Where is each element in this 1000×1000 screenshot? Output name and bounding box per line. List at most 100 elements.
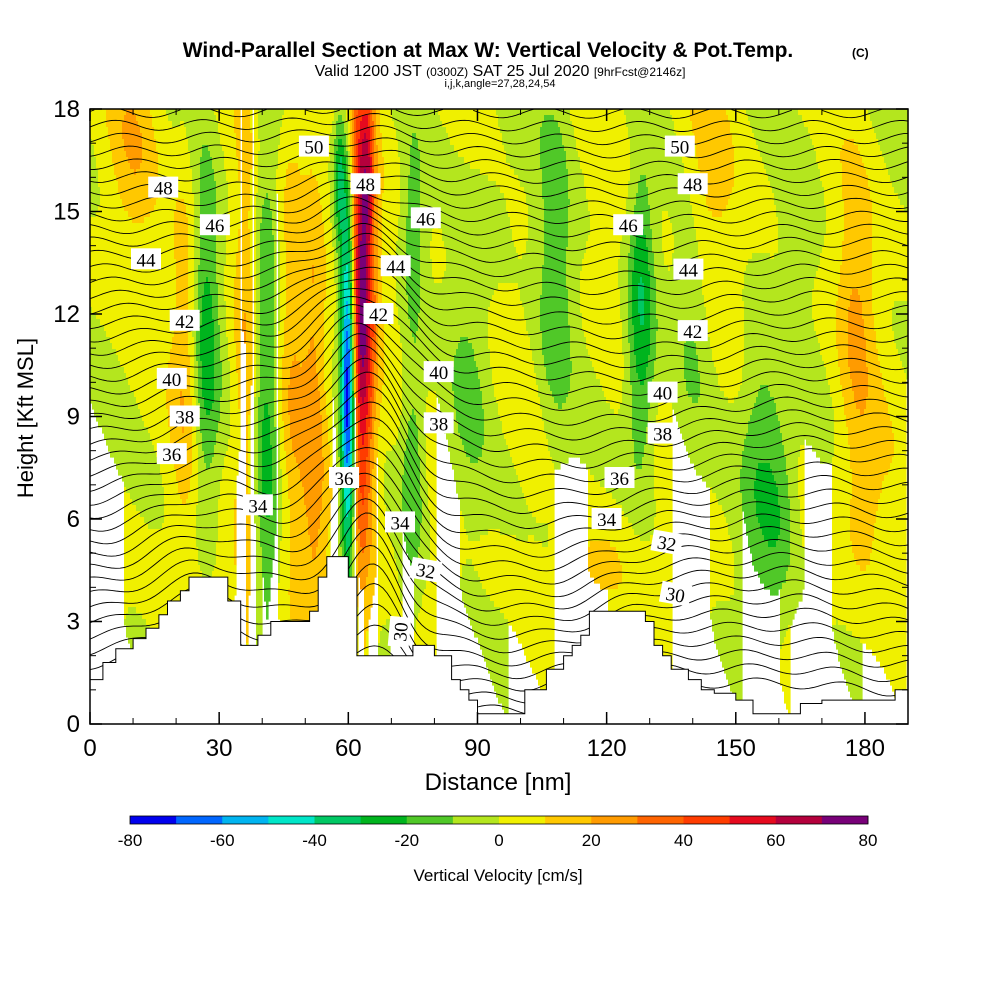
field-cell xyxy=(550,391,553,458)
field-cell xyxy=(352,175,355,248)
field-cell xyxy=(528,511,531,536)
field-cell xyxy=(756,469,759,518)
field-cell xyxy=(614,109,617,416)
field-cell xyxy=(500,133,503,194)
field-cell xyxy=(566,289,569,398)
field-cell xyxy=(714,607,717,644)
field-cell xyxy=(678,145,681,428)
field-cell xyxy=(526,109,529,206)
field-cell xyxy=(176,109,179,128)
y-tick-label: 18 xyxy=(53,96,80,123)
field-cell xyxy=(766,253,769,386)
field-cell xyxy=(468,109,471,164)
field-cell xyxy=(160,529,163,656)
field-cell xyxy=(550,457,553,716)
field-cell xyxy=(782,643,785,692)
y-tick-label: 0 xyxy=(67,711,80,738)
chart-title: Wind-Parallel Section at Max W: Vertical… xyxy=(183,39,794,62)
field-cell xyxy=(442,127,445,242)
colorbar-swatch xyxy=(222,816,269,824)
field-cell xyxy=(542,109,545,122)
field-cell xyxy=(444,271,447,434)
field-cell xyxy=(200,325,203,362)
field-cell xyxy=(786,571,789,632)
field-cell xyxy=(372,313,375,338)
field-cell xyxy=(892,187,895,308)
field-cell xyxy=(662,253,665,392)
field-cell xyxy=(322,457,325,482)
chart-subtitle: Valid 1200 JST (0300Z) SAT 25 Jul 2020 [… xyxy=(315,63,686,80)
field-cell xyxy=(118,109,121,194)
field-cell xyxy=(744,439,747,524)
field-cell xyxy=(134,109,137,116)
theta-contour-line xyxy=(89,472,909,585)
field-cell xyxy=(360,355,363,398)
field-cell xyxy=(198,109,201,266)
field-cell xyxy=(210,109,213,158)
field-cell xyxy=(128,109,131,164)
field-cell xyxy=(364,133,367,170)
field-cell xyxy=(362,139,365,188)
field-cell xyxy=(654,439,657,500)
field-cell xyxy=(454,109,457,152)
field-cell xyxy=(406,439,409,554)
field-cell xyxy=(710,109,713,212)
field-cell xyxy=(258,397,261,518)
field-cell xyxy=(448,109,451,140)
field-cell xyxy=(856,145,859,290)
field-cell xyxy=(482,445,485,536)
field-cell xyxy=(380,109,383,134)
field-cell xyxy=(482,535,485,590)
field-cell xyxy=(528,535,531,662)
field-cell xyxy=(394,127,397,446)
theta-label-text: 42 xyxy=(369,305,388,326)
field-cell xyxy=(698,259,701,374)
field-cell xyxy=(646,247,649,368)
field-cell xyxy=(770,187,773,260)
field-cell xyxy=(396,109,399,140)
field-cell xyxy=(484,589,487,662)
field-cell xyxy=(882,157,885,386)
field-cell xyxy=(134,175,137,224)
field-cell xyxy=(548,451,551,710)
field-cell xyxy=(236,157,239,254)
field-cell xyxy=(126,613,129,638)
field-cell xyxy=(302,487,305,668)
field-cell xyxy=(496,187,499,290)
field-cell xyxy=(454,409,457,482)
field-cell xyxy=(802,445,805,548)
field-cell xyxy=(874,109,877,134)
field-cell xyxy=(104,331,107,440)
field-cell xyxy=(122,121,125,140)
field-cell xyxy=(412,409,415,566)
field-cell xyxy=(342,487,345,542)
field-cell xyxy=(382,109,385,158)
field-cell xyxy=(494,289,497,398)
field-cell xyxy=(206,469,209,578)
field-cell xyxy=(188,493,191,608)
field-cell xyxy=(412,109,415,134)
field-cell xyxy=(542,355,545,422)
field-cell xyxy=(524,541,527,656)
field-cell xyxy=(386,523,389,620)
colorbar-swatch xyxy=(729,816,777,824)
field-cell xyxy=(446,109,449,134)
field-cell xyxy=(284,109,287,188)
field-cell xyxy=(850,109,853,140)
field-cell xyxy=(348,253,351,290)
field-cell xyxy=(568,391,571,458)
field-cell xyxy=(540,409,543,524)
theta-contour-line xyxy=(89,485,909,598)
field-cell xyxy=(178,109,181,128)
field-cell xyxy=(208,469,211,578)
field-cell xyxy=(504,535,507,620)
field-cell xyxy=(362,403,365,446)
field-cell xyxy=(766,541,769,590)
field-cell xyxy=(590,541,593,578)
field-cell xyxy=(836,349,839,620)
field-cell xyxy=(860,415,863,572)
field-cell xyxy=(370,127,373,158)
field-cell xyxy=(526,331,529,506)
field-cell xyxy=(504,283,507,440)
field-cell xyxy=(424,109,427,590)
